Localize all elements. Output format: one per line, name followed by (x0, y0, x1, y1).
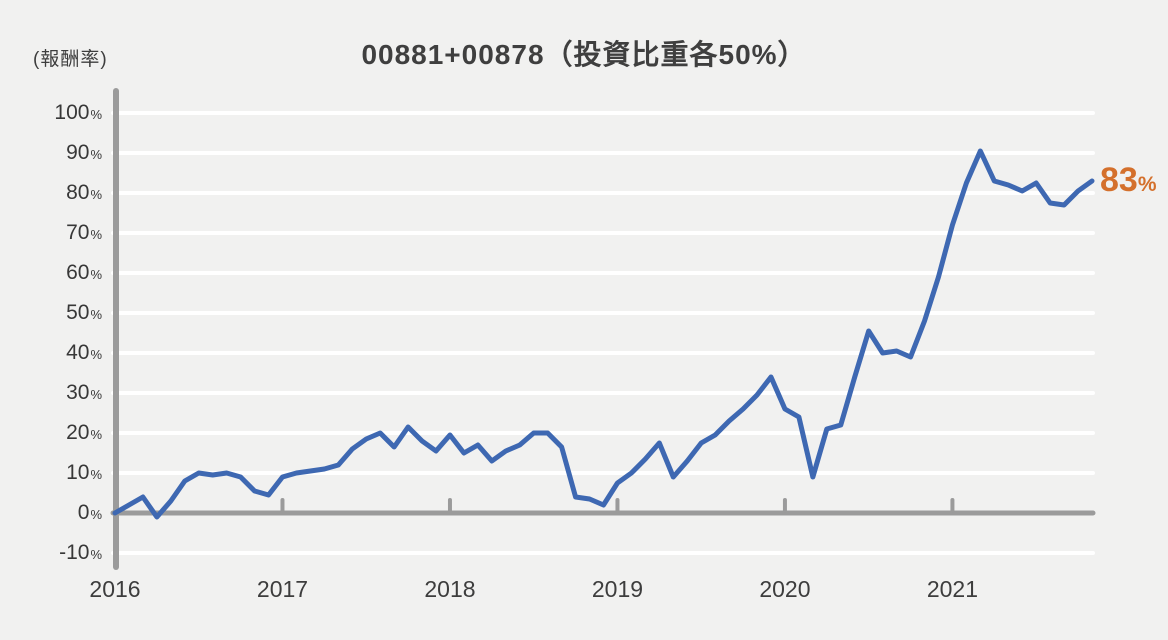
y-axis-tick-label: 40% (66, 341, 102, 364)
end-value-percent-sign: % (1137, 173, 1157, 196)
y-axis-tick-label: -10% (59, 541, 102, 564)
y-axis-tick-label: 30% (66, 381, 102, 404)
x-axis-tick-label: 2017 (256, 576, 309, 602)
y-axis-tick-label: 70% (66, 221, 102, 244)
y-axis-tick-label: 80% (66, 181, 102, 204)
x-axis-tick-label: 2018 (424, 576, 476, 602)
y-axis-tick-label: 90% (66, 141, 102, 164)
x-axis-tick-label: 2020 (759, 576, 811, 602)
x-axis-tick-label: 2021 (926, 576, 979, 602)
x-axis-tick-label: 2019 (591, 576, 644, 602)
y-axis-tick-label: 10% (66, 461, 102, 484)
y-axis-tick-label: 100% (54, 101, 102, 124)
y-axis-tick-label: 60% (66, 261, 102, 284)
series-end-value-label: 83% (1100, 161, 1157, 200)
y-axis-unit-label: (報酬率) (33, 49, 108, 70)
y-axis-tick-label: 20% (66, 421, 102, 444)
end-value-number: 83 (1100, 161, 1138, 199)
x-axis-tick-label: 2016 (89, 576, 141, 602)
chart-title: 00881+00878（投資比重各50%） (361, 39, 807, 70)
return-series-line (112, 148, 1095, 520)
y-axis-tick-label: 50% (66, 301, 102, 324)
y-axis-tick-label: 0% (77, 501, 102, 524)
